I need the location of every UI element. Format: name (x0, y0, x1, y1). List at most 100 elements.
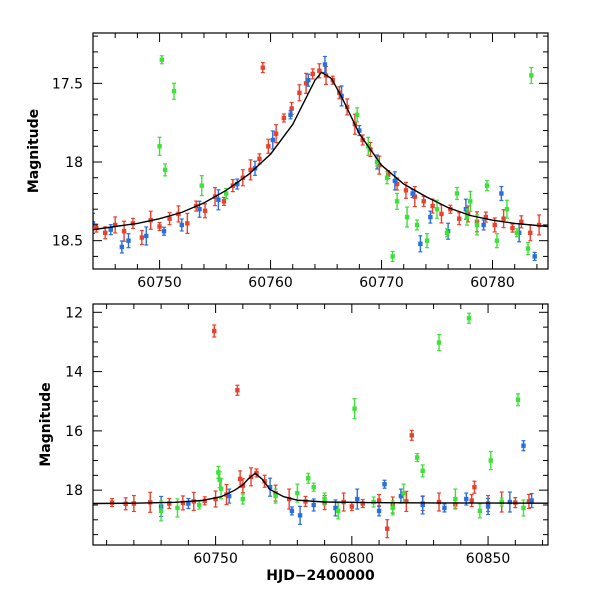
y-axis: 17.5 18 18.5 (52, 35, 548, 257)
data-point (377, 155, 382, 175)
series-0 (94, 62, 542, 246)
data-point (227, 488, 232, 504)
data-point (306, 472, 311, 484)
data-point (322, 492, 327, 506)
data-point (526, 493, 532, 510)
data-point (273, 124, 279, 144)
data-point (453, 488, 458, 510)
x-tick-label: 60770 (359, 275, 404, 291)
plot-frame (92, 32, 549, 270)
data-point (121, 220, 127, 242)
data-point (126, 233, 131, 249)
data-point (454, 186, 460, 201)
data-point (202, 496, 207, 506)
data-point (144, 226, 149, 246)
x-axis: 60750 60760 60770 60780 (92, 33, 538, 291)
data-point (267, 477, 273, 497)
data-point (352, 398, 357, 420)
data-point (197, 500, 202, 510)
data-point (420, 464, 425, 478)
x-tick-label: 60750 (137, 275, 182, 291)
data-point (519, 215, 524, 229)
data-point (515, 393, 521, 407)
data-point (221, 196, 227, 206)
data-point (528, 224, 533, 242)
data-point (355, 488, 360, 510)
data-point (218, 478, 224, 500)
data-point (474, 214, 480, 236)
data-point (390, 250, 395, 263)
plot-area (93, 55, 548, 263)
data-point (212, 324, 217, 338)
data-point (360, 498, 365, 509)
y-axis-title: Magnitude (38, 382, 54, 466)
data-point (270, 130, 275, 150)
data-point (468, 190, 473, 212)
data-point (436, 333, 442, 352)
y-tick-label: 18 (65, 155, 83, 171)
data-point (525, 241, 531, 256)
data-point (159, 55, 165, 65)
series-0 (109, 324, 532, 539)
data-point (485, 497, 491, 516)
data-point (157, 136, 162, 156)
data-point (409, 429, 414, 441)
data-point (289, 506, 295, 516)
data-point (180, 495, 186, 511)
data-point (167, 497, 172, 510)
data-point (477, 503, 483, 519)
x-axis: 60750 60800 60850 (106, 304, 544, 567)
data-point (297, 84, 302, 102)
series-1 (158, 440, 534, 525)
data-point (281, 113, 287, 123)
data-point (162, 163, 168, 177)
data-point (112, 216, 118, 234)
data-point (376, 505, 382, 517)
data-point (466, 312, 472, 324)
plot-area (93, 312, 548, 539)
data-point (103, 226, 108, 240)
data-point (510, 223, 515, 233)
x-tick-label: 60800 (330, 551, 375, 567)
data-point (414, 219, 420, 231)
data-point (240, 493, 246, 505)
data-point (260, 62, 265, 74)
data-point (529, 492, 534, 509)
data-point (199, 175, 204, 197)
data-point (262, 474, 267, 488)
plot-frame (92, 303, 549, 546)
data-point (303, 72, 309, 94)
y-tick-label: 12 (65, 305, 83, 321)
data-point (197, 200, 202, 218)
data-point (266, 138, 271, 154)
data-point (514, 228, 520, 238)
model-curve (93, 472, 548, 505)
data-point (521, 499, 526, 517)
data-point (248, 159, 253, 181)
data-point (442, 503, 447, 513)
y-tick-label: 16 (65, 424, 83, 440)
data-point (434, 199, 440, 219)
y-tick-label: 14 (65, 365, 83, 381)
data-point (457, 212, 462, 226)
top-panel: 60750 60760 60770 60780 17.5 18 18.5 Magnitude (26, 32, 549, 291)
data-point (507, 491, 513, 513)
model-curve (93, 71, 548, 231)
series-2 (158, 312, 526, 522)
series-1 (93, 55, 537, 262)
data-point (235, 178, 240, 190)
data-point (109, 498, 115, 508)
y-tick-label: 18.5 (52, 234, 83, 250)
data-point (376, 493, 382, 508)
data-point (93, 212, 96, 234)
data-point (448, 204, 453, 214)
data-point (108, 224, 113, 236)
data-point (483, 211, 489, 223)
data-point (158, 500, 164, 522)
y-tick-label: 18 (65, 483, 83, 499)
x-tick-label: 60850 (466, 551, 511, 567)
data-point (235, 384, 240, 396)
data-point (481, 219, 486, 231)
data-point (532, 251, 537, 262)
data-point (322, 55, 328, 74)
